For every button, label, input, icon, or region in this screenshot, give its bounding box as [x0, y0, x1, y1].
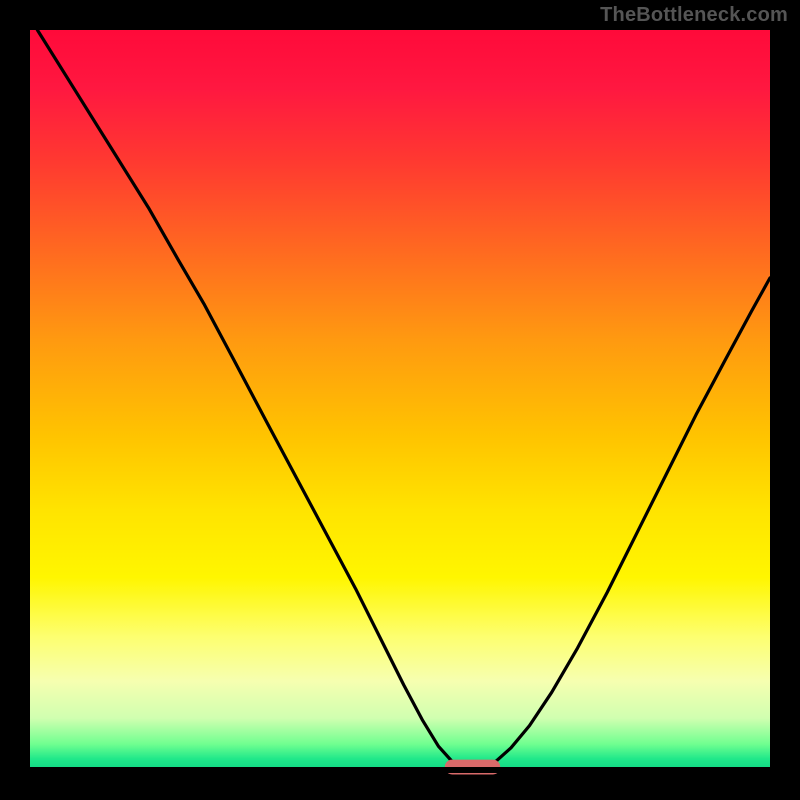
- watermark-text: TheBottleneck.com: [600, 4, 788, 27]
- plot-background: [30, 30, 770, 770]
- chart-stage: TheBottleneck.com: [0, 0, 800, 800]
- bottleneck-chart-svg: [0, 0, 800, 800]
